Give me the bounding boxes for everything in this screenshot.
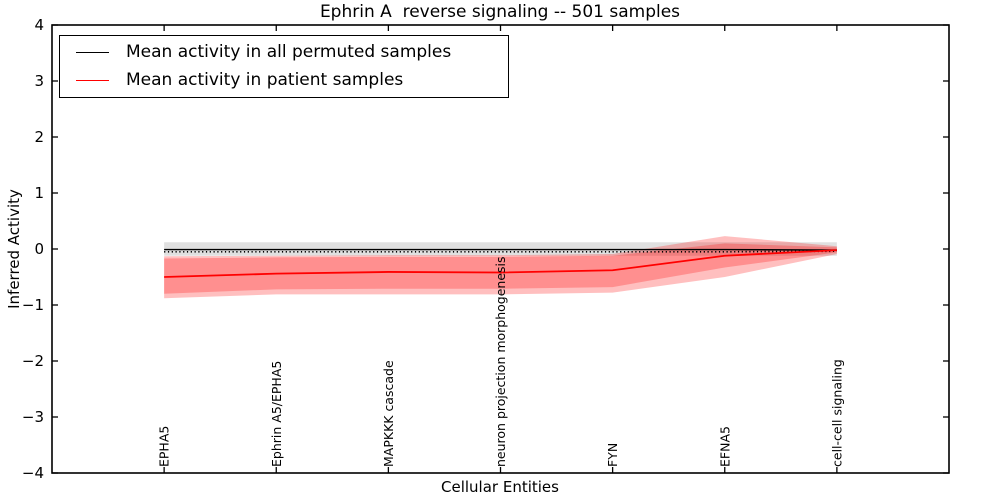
y-tick-label: 2: [34, 128, 44, 146]
x-axis-title: Cellular Entities: [441, 478, 559, 496]
y-tick-label: −1: [22, 296, 44, 314]
y-axis-title: Inferred Activity: [5, 189, 23, 309]
chart-title: Ephrin A reverse signaling -- 501 sample…: [319, 2, 681, 22]
x-tick-label: FYN: [605, 443, 620, 467]
y-tick-label: 4: [34, 16, 44, 34]
y-tick-label: 3: [34, 72, 44, 90]
band-patient-range-outer: [164, 236, 837, 299]
band-patient-range-inner: [164, 243, 837, 294]
y-tick-label: −3: [22, 408, 44, 426]
x-tick-label: Ephrin A5/EPHA5: [269, 361, 284, 467]
series-lines: [164, 248, 837, 278]
legend-item-permuted: Mean activity in all permuted samples: [76, 38, 508, 66]
x-tick-label: EFNA5: [717, 426, 732, 467]
x-tick-label: neuron projection morphogenesis: [493, 256, 508, 467]
legend-label: Mean activity in all permuted samples: [126, 41, 452, 62]
legend-label: Mean activity in patient samples: [126, 70, 404, 91]
legend-line-sample-red: [76, 80, 109, 82]
x-tick-label: EPHA5: [157, 426, 172, 467]
axis-ticks: [52, 24, 949, 474]
x-tick-label: cell-cell signaling: [829, 359, 844, 467]
legend-line-sample-black: [76, 51, 109, 53]
y-tick-label: −4: [22, 464, 44, 482]
legend: Mean activity in all permuted samples Me…: [59, 35, 509, 98]
y-tick-label: 0: [34, 240, 44, 258]
line-mean-activity-in-patient-samples: [164, 249, 837, 278]
legend-item-patient: Mean activity in patient samples: [76, 67, 508, 95]
line-mean-activity-in-all-permuted-samples: [164, 248, 837, 251]
y-tick-label: −2: [22, 352, 44, 370]
y-tick-labels: −4 −3 −2 −1 0 1 2 3 4: [22, 16, 44, 482]
x-tick-label: MAPKKK cascade: [381, 360, 396, 467]
y-tick-label: 1: [34, 184, 44, 202]
x-tick-labels: EPHA5 Ephrin A5/EPHA5 MAPKKK cascade neuron…: [157, 256, 845, 467]
